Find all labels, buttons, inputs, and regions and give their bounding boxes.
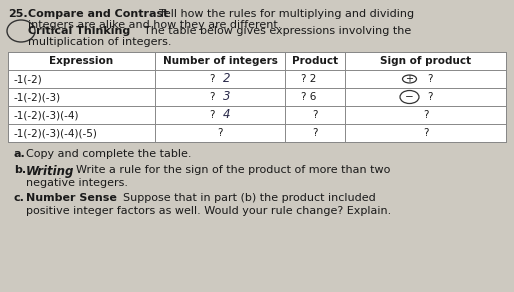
Text: Critical Thinking: Critical Thinking <box>28 26 130 36</box>
Text: ?: ? <box>209 74 215 84</box>
Text: ?: ? <box>423 128 428 138</box>
Text: Expression: Expression <box>49 56 114 66</box>
Text: Number of integers: Number of integers <box>162 56 278 66</box>
Text: positive integer factors as well. Would your rule change? Explain.: positive integer factors as well. Would … <box>26 206 391 216</box>
Text: Compare and Contrast: Compare and Contrast <box>28 9 169 19</box>
Text: −: − <box>405 92 414 102</box>
Text: ? 2: ? 2 <box>301 74 317 84</box>
Bar <box>8 52 506 142</box>
Text: Copy and complete the table.: Copy and complete the table. <box>26 149 192 159</box>
Text: multiplication of integers.: multiplication of integers. <box>28 37 172 47</box>
Text: Product: Product <box>292 56 338 66</box>
Text: Writing: Writing <box>26 165 75 178</box>
Text: ?: ? <box>312 110 318 120</box>
Text: ? 6: ? 6 <box>301 92 317 102</box>
Text: 25.: 25. <box>8 9 28 19</box>
Text: c.: c. <box>14 193 25 203</box>
Text: ?: ? <box>217 128 223 138</box>
Text: ?: ? <box>427 92 432 102</box>
Text: negative integers.: negative integers. <box>26 178 128 188</box>
Text: -1(-2): -1(-2) <box>13 74 42 84</box>
Text: 2: 2 <box>223 72 231 86</box>
Text: -1(-2)(-3)(-4)(-5): -1(-2)(-3)(-4)(-5) <box>13 128 97 138</box>
Text: -1(-2)(-3): -1(-2)(-3) <box>13 92 60 102</box>
Text: ?: ? <box>427 74 432 84</box>
Text: +: + <box>406 74 413 84</box>
Text: Suppose that in part (b) the product included: Suppose that in part (b) the product inc… <box>116 193 376 203</box>
Text: 3: 3 <box>223 91 231 103</box>
Text: ?: ? <box>209 110 215 120</box>
Text: integers are alike and how they are different.: integers are alike and how they are diff… <box>28 20 281 30</box>
Text: The table below gives expressions involving the: The table below gives expressions involv… <box>137 26 411 36</box>
Text: Tell how the rules for multiplying and dividing: Tell how the rules for multiplying and d… <box>152 9 414 19</box>
Text: b.: b. <box>14 165 26 175</box>
Text: a.: a. <box>14 149 26 159</box>
Text: Write a rule for the sign of the product of more than two: Write a rule for the sign of the product… <box>76 165 390 175</box>
Text: Sign of product: Sign of product <box>380 56 471 66</box>
Text: 4: 4 <box>223 109 231 121</box>
Text: ?: ? <box>209 92 215 102</box>
Text: -1(-2)(-3)(-4): -1(-2)(-3)(-4) <box>13 110 79 120</box>
Text: ?: ? <box>312 128 318 138</box>
Text: Number Sense: Number Sense <box>26 193 117 203</box>
Text: ?: ? <box>423 110 428 120</box>
